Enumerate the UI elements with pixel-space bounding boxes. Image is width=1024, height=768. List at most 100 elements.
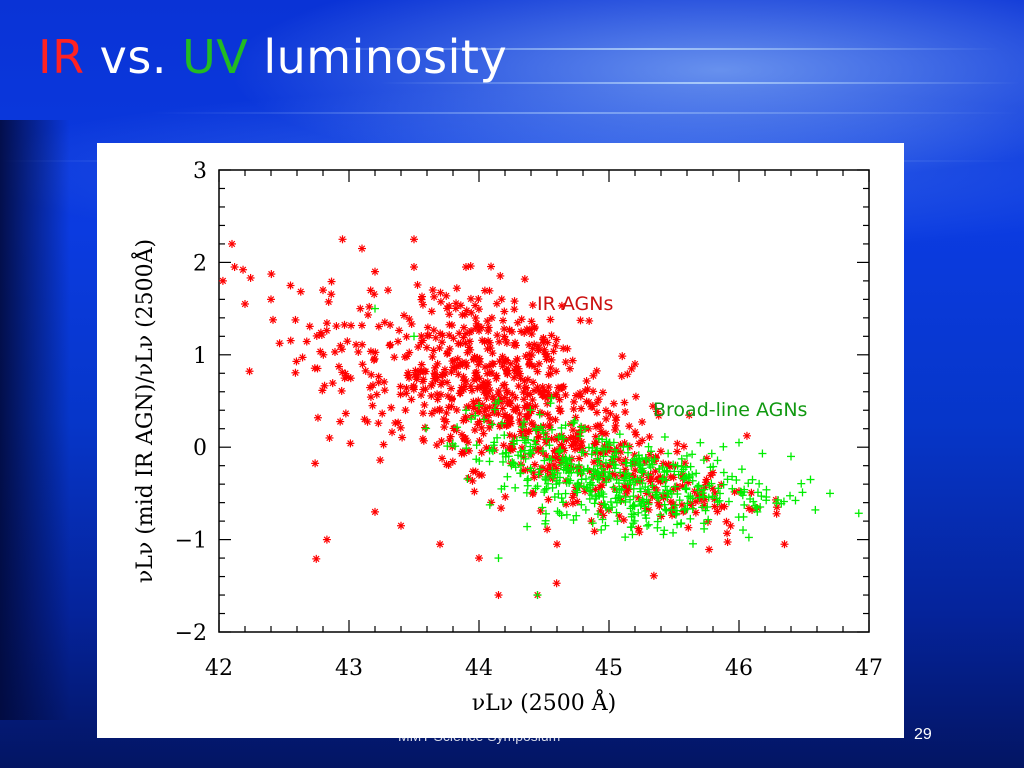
ir-agn-point [474, 295, 483, 304]
ir-agn-point [334, 362, 343, 371]
ir-agn-point [328, 379, 337, 388]
background-streak [380, 82, 1020, 84]
ir-agn-point [462, 263, 470, 272]
ir-agn-point [522, 383, 531, 392]
ir-agn-point [313, 413, 322, 422]
data-marks [218, 235, 863, 600]
ir-agn-point [519, 395, 528, 404]
ir-agn-point [461, 310, 470, 319]
ir-agn-point [543, 352, 552, 361]
ir-agn-point [493, 331, 502, 340]
ir-agn-point [516, 374, 525, 383]
ir-agn-point [574, 464, 583, 473]
ir-agn-point [652, 407, 661, 416]
ir-agn-point [427, 409, 436, 418]
ir-agn-point [480, 338, 489, 347]
ir-agn-point [448, 457, 457, 466]
ir-agn-point [469, 354, 478, 363]
broad-line-agn-point [471, 411, 480, 420]
ir-agn-point [462, 377, 471, 386]
ir-agn-point [356, 304, 365, 313]
ir-agn-point [549, 347, 558, 356]
ir-agn-point [723, 529, 732, 538]
ir-agn-point [561, 358, 570, 367]
ir-agn-point [611, 472, 620, 481]
ir-agn-point [606, 409, 615, 418]
ir-agn-point [429, 346, 438, 355]
ir-agn-point [530, 460, 539, 469]
ir-agn-point [673, 447, 682, 456]
ir-agn-point [319, 286, 327, 295]
ir-agn-point [312, 554, 321, 563]
ir-agn-point [544, 370, 553, 379]
ir-agn-point [527, 419, 536, 428]
ir-agn-point [495, 337, 504, 346]
ir-agn-point [609, 399, 618, 408]
ir-agn-point [428, 352, 437, 361]
ir-agn-point [429, 326, 438, 335]
ir-agn-point [620, 439, 629, 448]
ir-agn-point [512, 356, 521, 365]
ir-agn-point [466, 382, 475, 391]
ir-agn-point [343, 337, 352, 346]
ir-agn-point [510, 297, 519, 306]
ir-agn-point [410, 235, 418, 244]
ir-agn-point [638, 417, 647, 426]
ir-agn-point [358, 340, 367, 349]
ir-agn-point [302, 337, 311, 346]
chart-panel: 42 43 44 45 46 47 3 2 1 0 −1 −2 νLν (2500 Å) νLν (… [97, 143, 904, 738]
ir-agn-point [420, 367, 429, 376]
ir-agn-point [635, 439, 644, 448]
ir-agn-point [492, 374, 501, 383]
broad-line-agn-point [659, 530, 668, 539]
ir-agn-point [557, 301, 566, 310]
ir-agn-point [239, 265, 248, 274]
ir-agn-point [313, 364, 322, 373]
broad-line-agn-point [613, 517, 622, 526]
ir-agn-point [421, 423, 430, 432]
ir-agn-point [507, 327, 516, 336]
ir-agn-point [451, 304, 460, 313]
ir-agn-point [324, 297, 333, 306]
ir-agn-point [499, 316, 508, 325]
ir-agn-point [397, 521, 405, 530]
ir-agn-point [481, 386, 490, 395]
ir-agn-point [305, 322, 314, 331]
ir-agn-point [340, 320, 349, 329]
ir-agn-point [505, 412, 514, 421]
ir-agn-point [475, 554, 483, 563]
ir-agn-point [747, 488, 756, 497]
ir-agn-point [470, 425, 479, 434]
ir-agn-point [584, 398, 593, 407]
ir-agn-point [366, 393, 375, 402]
ir-agn-point [582, 376, 591, 385]
axis-ticks [218, 169, 870, 633]
ir-agn-point [616, 448, 625, 457]
ir-agn-point [336, 417, 345, 426]
ir-agn-point [471, 314, 480, 323]
ir-agn-point [478, 400, 487, 409]
ir-agn-point [245, 367, 254, 376]
ir-agn-point [322, 326, 331, 335]
ir-agn-point [436, 390, 445, 399]
ir-agn-point [448, 394, 457, 403]
ir-agn-point [553, 540, 561, 549]
ir-agn-point [311, 459, 320, 468]
ir-agn-point [363, 417, 372, 426]
ir-agn-point [500, 307, 509, 316]
ir-agn-point [525, 340, 534, 349]
ir-agn-point [487, 313, 496, 322]
ir-agn-point [445, 310, 454, 319]
ir-agn-point [291, 315, 300, 324]
ir-agn-point [568, 356, 577, 365]
background-streak [150, 112, 1020, 114]
broad-line-agn-point [616, 468, 625, 477]
ir-agn-point [286, 281, 295, 290]
ir-agn-point [547, 434, 556, 443]
ir-agn-point [423, 331, 432, 340]
ir-agn-point [383, 286, 392, 295]
ir-agn-point [619, 515, 628, 524]
ir-agn-point [413, 280, 422, 289]
ir-agn-point [447, 384, 456, 393]
ir-agn-point [396, 382, 405, 391]
